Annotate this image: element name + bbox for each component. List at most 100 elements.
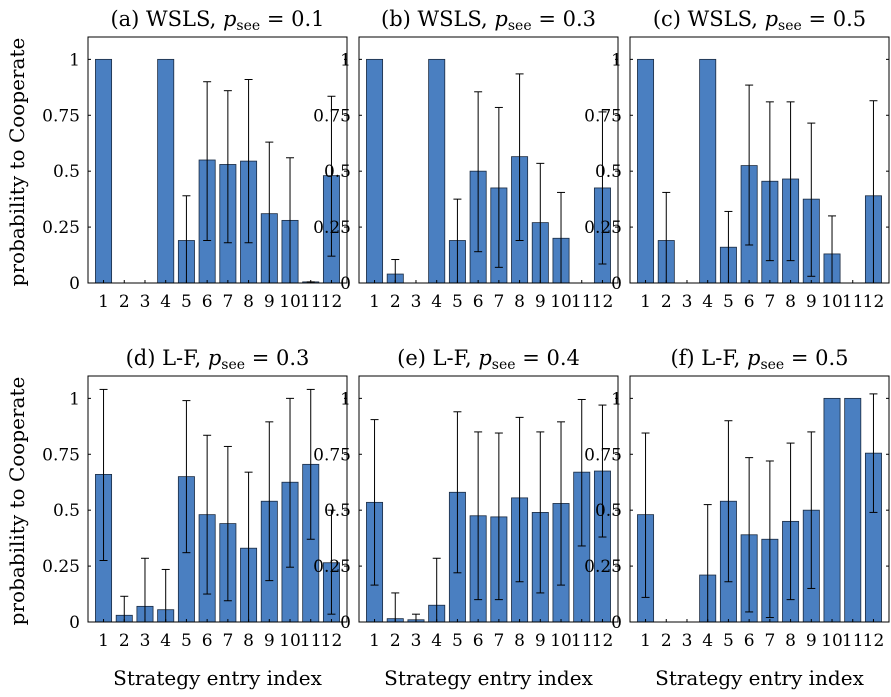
x-tick-label: 10 — [279, 292, 301, 312]
panel-title: (b) WSLS, psee = 0.3 — [381, 7, 596, 34]
y-tick-label: 1 — [611, 50, 622, 70]
y-tick-label: 0.25 — [42, 218, 80, 238]
x-tick-label: 9 — [264, 631, 275, 651]
x-tick-label: 2 — [119, 631, 130, 651]
y-tick-label: 1 — [69, 50, 80, 70]
x-tick-label: 3 — [140, 292, 151, 312]
x-tick-label: 1 — [369, 292, 380, 312]
x-tick-label: 9 — [806, 292, 817, 312]
x-tick-label: 9 — [535, 631, 546, 651]
bar — [699, 58, 717, 284]
x-tick-label: 11 — [300, 292, 322, 312]
x-tick-label: 11 — [571, 631, 593, 651]
x-tick-label: 1 — [98, 292, 109, 312]
bar — [823, 397, 841, 623]
x-tick-label: 11 — [571, 292, 593, 312]
plot-frame — [629, 375, 890, 623]
x-tick-label: 10 — [821, 292, 843, 312]
x-tick-label: 11 — [842, 631, 864, 651]
x-axis-label: Strategy entry index — [655, 666, 864, 690]
x-tick-label: 2 — [661, 631, 672, 651]
x-tick-label: 3 — [411, 631, 422, 651]
x-tick-label: 3 — [682, 292, 693, 312]
x-tick-label: 8 — [785, 292, 796, 312]
x-tick-label: 7 — [222, 292, 233, 312]
y-tick-label: 0.75 — [313, 445, 351, 465]
x-tick-label: 7 — [222, 631, 233, 651]
y-tick-label: 0.75 — [42, 445, 80, 465]
x-tick-label: 12 — [321, 631, 343, 651]
y-tick-label: 0 — [340, 274, 351, 294]
y-tick-label: 1 — [340, 389, 351, 409]
y-tick-label: 0.25 — [42, 557, 80, 577]
x-tick-label: 5 — [452, 631, 463, 651]
x-tick-label: 6 — [744, 292, 755, 312]
x-tick-label: 6 — [473, 292, 484, 312]
y-tick-label: 1 — [611, 389, 622, 409]
x-tick-label: 12 — [592, 292, 614, 312]
bar — [157, 58, 175, 284]
bar — [844, 397, 862, 623]
x-tick-label: 7 — [764, 631, 775, 651]
x-tick-label: 3 — [682, 631, 693, 651]
x-tick-label: 8 — [243, 631, 254, 651]
x-tick-label: 4 — [160, 292, 171, 312]
bar — [366, 58, 384, 284]
x-tick-label: 1 — [640, 631, 651, 651]
x-tick-label: 11 — [842, 292, 864, 312]
x-tick-label: 10 — [550, 292, 572, 312]
y-tick-label: 0 — [611, 613, 622, 633]
panel-title: (c) WSLS, psee = 0.5 — [653, 7, 866, 34]
x-tick-label: 3 — [140, 631, 151, 651]
x-tick-label: 7 — [764, 292, 775, 312]
x-tick-label: 9 — [264, 292, 275, 312]
x-tick-label: 10 — [550, 631, 572, 651]
x-tick-label: 12 — [863, 292, 885, 312]
x-tick-label: 8 — [514, 631, 525, 651]
x-tick-label: 1 — [369, 631, 380, 651]
x-tick-label: 12 — [321, 292, 343, 312]
plot-frame — [629, 36, 890, 284]
y-tick-label: 1 — [340, 50, 351, 70]
x-tick-label: 2 — [661, 292, 672, 312]
x-tick-label: 5 — [181, 631, 192, 651]
y-tick-label: 0.5 — [595, 162, 622, 182]
x-tick-label: 8 — [514, 292, 525, 312]
panel-title: (d) L-F, psee = 0.3 — [126, 346, 310, 373]
x-tick-label: 1 — [98, 631, 109, 651]
x-tick-label: 5 — [452, 292, 463, 312]
x-tick-label: 5 — [723, 292, 734, 312]
x-tick-label: 1 — [640, 292, 651, 312]
x-tick-label: 6 — [202, 631, 213, 651]
x-tick-label: 6 — [202, 292, 213, 312]
y-tick-label: 0.5 — [53, 501, 80, 521]
x-tick-label: 4 — [702, 292, 713, 312]
x-tick-label: 7 — [493, 292, 504, 312]
y-tick-label: 0 — [69, 274, 80, 294]
y-tick-label: 0.5 — [53, 162, 80, 182]
y-tick-label: 0.5 — [595, 501, 622, 521]
x-tick-label: 12 — [863, 631, 885, 651]
y-tick-label: 0.25 — [313, 557, 351, 577]
x-tick-label: 10 — [279, 631, 301, 651]
y-tick-label: 0.75 — [313, 106, 351, 126]
y-tick-label: 0 — [69, 613, 80, 633]
y-axis-label: probability to Cooperate — [5, 377, 29, 626]
x-tick-label: 4 — [160, 631, 171, 651]
x-tick-label: 8 — [243, 292, 254, 312]
y-tick-label: 0.5 — [324, 501, 351, 521]
y-tick-label: 0.5 — [324, 162, 351, 182]
y-tick-label: 0.75 — [42, 106, 80, 126]
x-tick-label: 9 — [806, 631, 817, 651]
x-tick-label: 5 — [181, 292, 192, 312]
plot-frame — [87, 36, 348, 284]
y-tick-label: 0.25 — [313, 218, 351, 238]
x-axis-label: Strategy entry index — [384, 666, 593, 690]
bar — [428, 58, 446, 284]
